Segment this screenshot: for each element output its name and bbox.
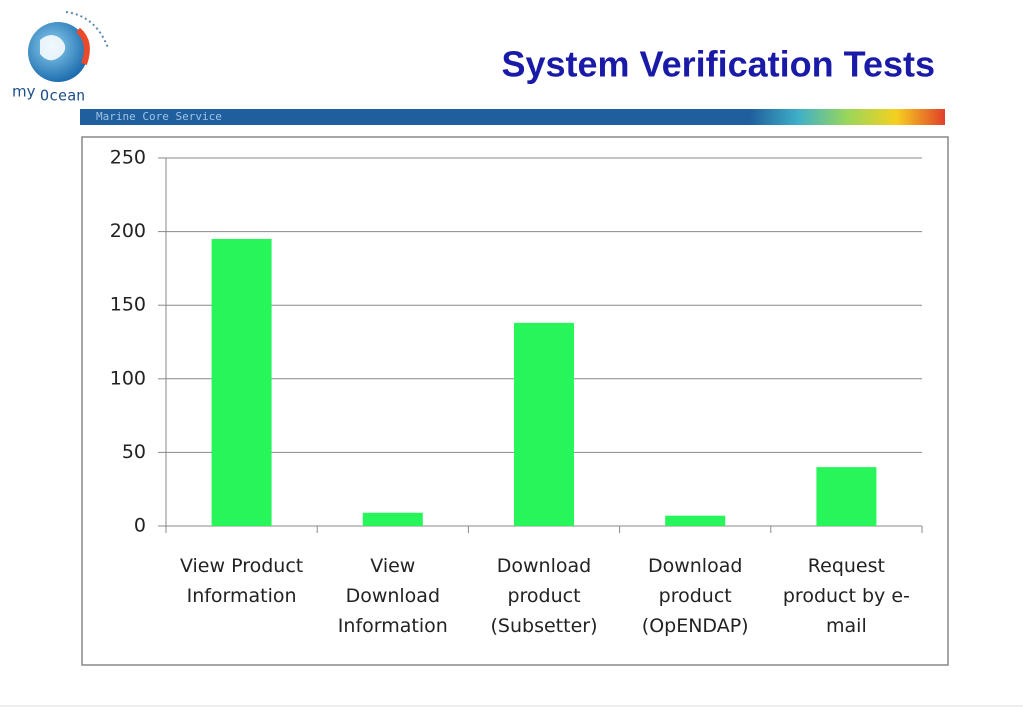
logo-arc [75,27,90,66]
x-tick-label: Download product (OpENDAP) [641,555,749,637]
band-text: Marine Core Service [96,110,222,123]
slide-title: System Verification Tests [501,44,935,85]
y-tick-label: 0 [134,515,146,537]
bar [362,512,423,526]
y-tick-label: 150 [110,294,146,316]
y-tick-label: 100 [110,367,146,389]
bar [211,238,272,526]
y-tick-label: 50 [122,441,146,463]
x-tick-label: View Product Information [179,555,304,607]
x-tick-label: View Download Information [337,555,448,637]
y-tick-label: 200 [110,220,146,242]
bar [816,467,877,526]
header-band [80,109,945,125]
logo: my Ocean [12,11,109,105]
logo-land [40,35,66,61]
bar [665,515,726,526]
x-tick-label: Download product (Subsetter) [490,555,598,637]
logo-name: Ocean [40,87,85,105]
header-band-image [750,109,945,125]
bar [514,322,574,526]
x-tick-label: Request product by e-mail [782,555,910,637]
y-tick-label: 250 [110,147,146,169]
logo-prefix: my [12,83,36,101]
